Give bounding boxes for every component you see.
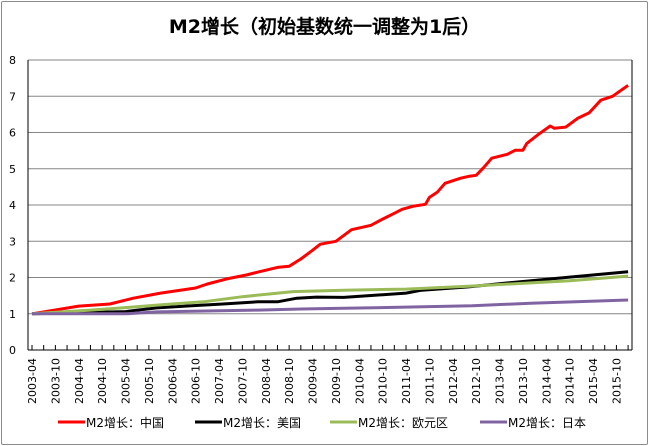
- legend-label: M2增长：中国: [86, 415, 164, 430]
- x-tick-label: 2003-04: [26, 358, 39, 404]
- x-tick-label: 2012-04: [447, 358, 460, 404]
- x-tick-label: 2009-04: [307, 358, 320, 404]
- x-tick-label: 2009-10: [330, 358, 343, 404]
- x-tick-label: 2004-10: [96, 358, 109, 404]
- x-tick-label: 2006-04: [166, 358, 179, 404]
- y-tick-label: 0: [9, 344, 16, 357]
- y-tick-label: 2: [9, 272, 16, 285]
- x-tick-label: 2007-04: [213, 358, 226, 404]
- legend-label: M2增长：欧元区: [358, 416, 448, 430]
- x-tick-label: 2005-10: [143, 358, 156, 404]
- x-tick-label: 2013-10: [517, 358, 530, 404]
- x-tick-label: 2005-04: [120, 358, 133, 404]
- series-line-3: [31, 274, 629, 316]
- x-tick-label: 2014-04: [540, 358, 553, 404]
- x-tick-label: 2011-04: [400, 358, 413, 404]
- x-tick-label: 2015-04: [587, 358, 600, 404]
- x-tick-label: 2010-10: [377, 358, 390, 404]
- series-line-4: [32, 298, 629, 316]
- legend-label: M2增长：美国: [223, 416, 301, 430]
- x-tick-label: 2015-10: [610, 358, 623, 404]
- chart-title: M2增长（初始基数统一调整为1后）: [168, 16, 481, 38]
- x-tick-label: 2014-10: [564, 358, 577, 404]
- y-tick-label: 7: [9, 90, 16, 103]
- y-tick-label: 4: [9, 199, 16, 212]
- x-tick-label: 2011-10: [423, 358, 436, 404]
- y-tick-label: 5: [9, 163, 16, 176]
- y-tick-label: 1: [9, 308, 16, 321]
- x-tick-label: 2004-04: [73, 358, 86, 404]
- x-tick-label: 2010-04: [353, 358, 366, 404]
- legend-label: M2增长：日本: [508, 416, 586, 430]
- x-tick-label: 2008-10: [283, 358, 296, 404]
- y-tick-label: 3: [9, 235, 16, 248]
- series-line-1: [31, 84, 629, 316]
- x-tick-label: 2007-10: [236, 358, 249, 404]
- x-tick-label: 2003-10: [49, 358, 62, 404]
- x-tick-label: 2006-10: [190, 358, 203, 404]
- y-tick-label: 8: [9, 54, 16, 67]
- y-tick-label: 6: [9, 127, 16, 140]
- x-tick-label: 2013-04: [494, 358, 507, 404]
- x-tick-label: 2012-10: [470, 358, 483, 404]
- x-tick-label: 2008-04: [260, 358, 273, 404]
